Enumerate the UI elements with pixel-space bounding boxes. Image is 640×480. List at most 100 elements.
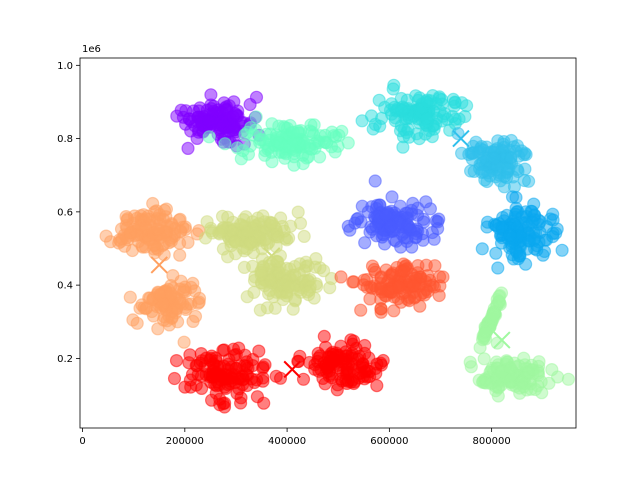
data-point [189,358,203,373]
data-point [317,329,331,343]
data-point [123,290,137,304]
data-point [230,386,244,400]
data-point [379,208,393,222]
data-point [354,303,368,317]
data-point [464,164,478,178]
data-point [414,288,428,302]
data-point [546,230,560,244]
data-point [330,350,345,364]
data-point [173,248,187,262]
data-point [463,355,477,369]
data-point [336,366,350,380]
data-point [320,361,334,376]
data-point [504,362,518,376]
data-point [363,292,377,306]
data-point [473,142,488,156]
data-point [416,212,431,226]
data-point [218,396,232,410]
data-point [385,97,399,111]
data-point [478,325,492,339]
data-point [205,370,220,384]
data-point [222,353,236,367]
data-point [238,348,252,362]
data-point [504,150,518,164]
data-point [409,231,423,245]
data-point [368,174,382,188]
data-point [253,303,267,317]
data-point [438,106,452,121]
data-point [334,270,348,284]
data-point [215,223,230,237]
data-point [191,296,205,310]
data-point [392,280,406,295]
data-point [356,357,370,371]
data-point [188,309,203,323]
y-tick-label: 0.4 [57,281,73,292]
data-point [373,119,387,133]
cluster-center-marker [493,331,511,349]
data-point [555,243,569,257]
data-point [181,141,195,155]
data-point [256,209,270,223]
data-point [151,222,165,236]
data-point [357,278,371,292]
data-point [374,292,388,307]
data-point [291,354,305,368]
data-point [350,212,364,226]
data-point [503,228,517,242]
data-point [288,259,302,274]
data-point [421,269,435,283]
y-axis: 0.2 0.4 0.6 0.8 1.0 [57,61,80,365]
data-point [287,150,301,164]
points-layer [99,78,576,414]
data-point [123,226,137,240]
data-point [300,285,314,299]
data-point [358,338,372,353]
data-point [230,141,244,155]
data-point [221,250,235,264]
data-point [182,112,197,126]
centers-layer [150,129,511,379]
data-point [250,390,264,404]
data-point [384,219,398,233]
data-point [477,165,491,179]
x-tick-label: 600000 [370,436,408,447]
data-point [173,296,187,310]
data-point [452,112,466,126]
data-point [395,103,409,117]
data-point [254,268,268,282]
data-point [207,99,221,113]
data-point [431,215,445,229]
data-point [561,372,576,386]
x-tick-label: 0 [79,436,85,447]
data-point [273,371,288,385]
data-point [406,196,420,210]
data-point [243,139,257,153]
data-point [205,393,219,407]
data-point [448,95,462,109]
data-point [393,199,407,213]
data-point [495,221,509,235]
data-point [433,270,447,284]
data-point [546,213,560,227]
data-point [140,301,154,315]
data-point [517,173,532,188]
y-tick-label: 0.6 [57,207,73,218]
cluster-center-marker [150,256,168,274]
data-point [487,308,501,322]
data-point [286,125,300,139]
data-point [301,259,315,273]
y-tick-label: 1.0 [57,61,73,72]
data-point [297,136,311,150]
data-point [328,145,342,159]
data-point [249,110,263,124]
y-scale-label: 1e6 [82,44,101,55]
data-point [170,109,184,123]
data-point [388,114,402,128]
data-point [272,265,286,280]
data-point [156,297,170,311]
data-point [420,112,434,126]
data-point [218,103,233,117]
x-tick-label: 200000 [166,436,204,447]
